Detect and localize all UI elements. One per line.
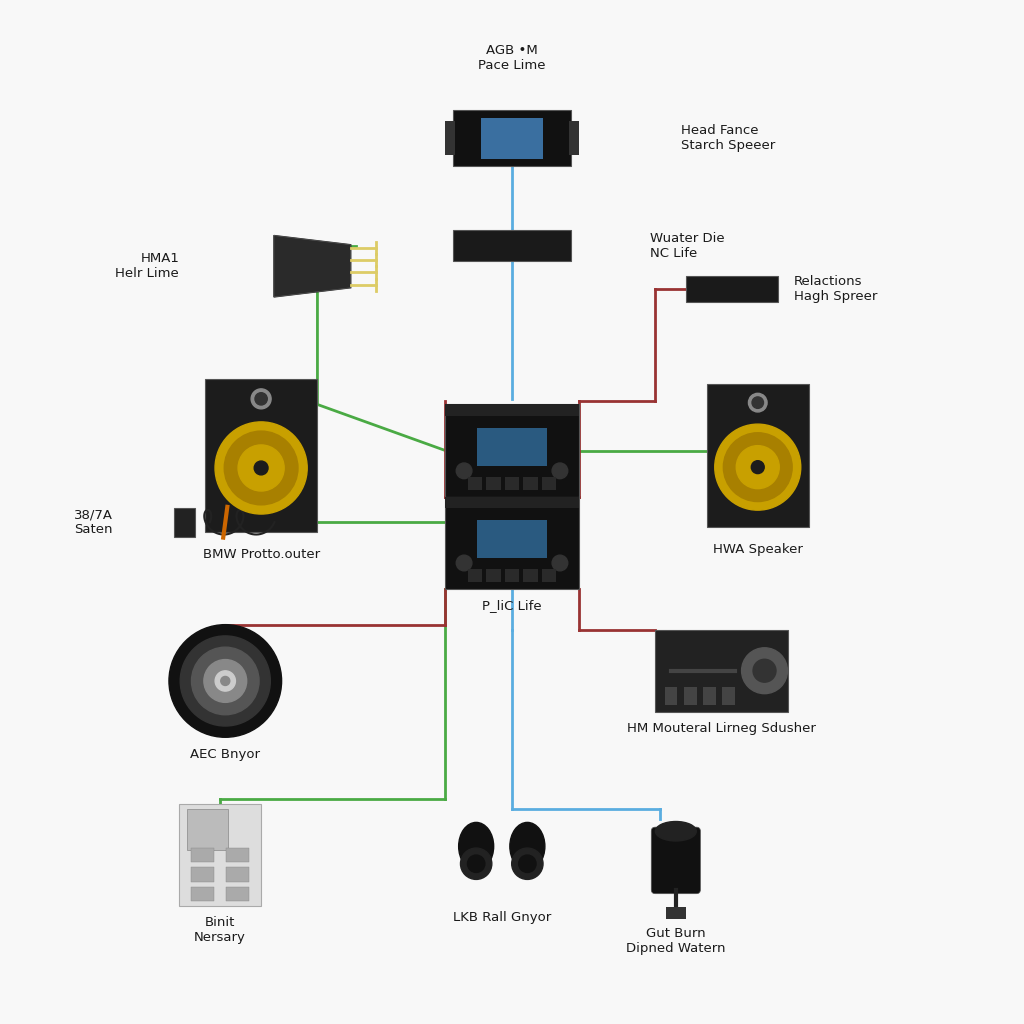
FancyBboxPatch shape	[707, 384, 809, 527]
Text: HWA Speaker: HWA Speaker	[713, 543, 803, 556]
Circle shape	[254, 461, 268, 475]
FancyBboxPatch shape	[445, 404, 579, 497]
Ellipse shape	[655, 821, 696, 841]
FancyBboxPatch shape	[174, 508, 195, 537]
FancyBboxPatch shape	[666, 907, 686, 919]
Circle shape	[467, 855, 485, 872]
Circle shape	[169, 625, 282, 737]
Circle shape	[251, 389, 271, 409]
Circle shape	[457, 555, 472, 570]
FancyBboxPatch shape	[542, 569, 556, 583]
FancyBboxPatch shape	[523, 569, 538, 583]
Circle shape	[224, 431, 298, 505]
Circle shape	[741, 648, 787, 693]
FancyBboxPatch shape	[486, 477, 501, 490]
Text: HM Mouteral Lirneg Sdusher: HM Mouteral Lirneg Sdusher	[628, 722, 816, 735]
Text: Wuater Die
NC Life: Wuater Die NC Life	[650, 231, 725, 260]
FancyBboxPatch shape	[444, 121, 455, 155]
FancyBboxPatch shape	[666, 687, 678, 706]
FancyBboxPatch shape	[523, 477, 538, 490]
Text: Relactions
Hagh Spreer: Relactions Hagh Spreer	[794, 274, 877, 303]
FancyBboxPatch shape	[505, 569, 519, 583]
FancyBboxPatch shape	[542, 477, 556, 490]
Circle shape	[519, 855, 537, 872]
FancyBboxPatch shape	[655, 630, 788, 712]
Circle shape	[204, 659, 247, 702]
FancyBboxPatch shape	[477, 428, 547, 466]
FancyBboxPatch shape	[191, 848, 214, 862]
FancyBboxPatch shape	[445, 497, 579, 508]
Ellipse shape	[510, 822, 545, 870]
Circle shape	[752, 397, 764, 409]
Text: AGB •M
Pace Lime: AGB •M Pace Lime	[478, 44, 546, 72]
FancyBboxPatch shape	[187, 809, 228, 850]
Circle shape	[723, 433, 793, 502]
Circle shape	[753, 659, 776, 682]
Circle shape	[512, 848, 543, 880]
FancyBboxPatch shape	[205, 379, 317, 532]
Circle shape	[238, 444, 285, 490]
Text: Binit
Nersary: Binit Nersary	[195, 916, 246, 944]
FancyBboxPatch shape	[505, 477, 519, 490]
Circle shape	[552, 555, 567, 570]
Text: 38/7A
Saten: 38/7A Saten	[74, 508, 113, 537]
FancyBboxPatch shape	[569, 121, 580, 155]
Circle shape	[461, 848, 492, 880]
Circle shape	[715, 424, 801, 510]
Ellipse shape	[459, 822, 494, 870]
FancyBboxPatch shape	[445, 404, 579, 416]
Text: Head Fance
Starch Speeer: Head Fance Starch Speeer	[681, 124, 775, 153]
FancyBboxPatch shape	[453, 230, 571, 261]
Polygon shape	[274, 236, 350, 297]
Circle shape	[736, 445, 779, 488]
Text: LKB Rall Gnyor: LKB Rall Gnyor	[453, 911, 551, 925]
Circle shape	[191, 647, 259, 715]
Circle shape	[752, 461, 764, 473]
Circle shape	[221, 677, 229, 685]
Circle shape	[749, 393, 767, 412]
Text: AEC Bnyor: AEC Bnyor	[190, 748, 260, 761]
FancyBboxPatch shape	[226, 867, 249, 882]
Circle shape	[215, 422, 307, 514]
FancyBboxPatch shape	[686, 275, 778, 301]
Circle shape	[457, 463, 472, 478]
Text: BMW Protto.outer: BMW Protto.outer	[203, 548, 319, 561]
FancyBboxPatch shape	[486, 569, 501, 583]
FancyBboxPatch shape	[179, 804, 261, 906]
FancyBboxPatch shape	[445, 497, 579, 589]
Text: Gut Burn
Dipned Watern: Gut Burn Dipned Watern	[626, 927, 726, 954]
Text: Hubl Cimp: Hubl Cimp	[477, 507, 547, 520]
Circle shape	[180, 636, 270, 726]
FancyBboxPatch shape	[684, 687, 696, 706]
FancyBboxPatch shape	[468, 477, 482, 490]
Circle shape	[215, 671, 236, 691]
FancyBboxPatch shape	[226, 848, 249, 862]
FancyBboxPatch shape	[722, 687, 734, 706]
FancyBboxPatch shape	[468, 569, 482, 583]
Circle shape	[552, 463, 567, 478]
FancyBboxPatch shape	[651, 827, 700, 894]
FancyBboxPatch shape	[477, 520, 547, 558]
FancyBboxPatch shape	[191, 867, 214, 882]
Circle shape	[255, 392, 267, 404]
Text: HMA1
Helr Lime: HMA1 Helr Lime	[116, 252, 179, 281]
FancyBboxPatch shape	[191, 887, 214, 901]
FancyBboxPatch shape	[703, 687, 716, 706]
Text: P_liC Life: P_liC Life	[482, 599, 542, 612]
FancyBboxPatch shape	[481, 118, 543, 159]
FancyBboxPatch shape	[226, 887, 249, 901]
FancyBboxPatch shape	[453, 110, 571, 166]
